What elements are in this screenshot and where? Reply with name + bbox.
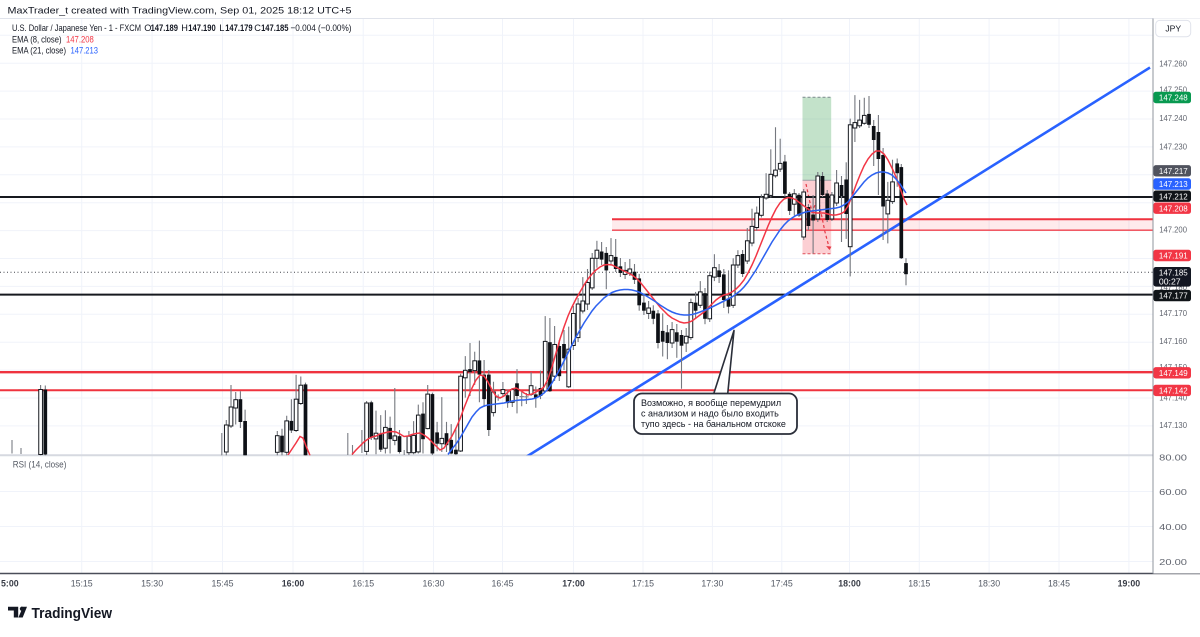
svg-text:17:15: 17:15 — [632, 578, 654, 588]
svg-text:16:30: 16:30 — [422, 578, 444, 588]
svg-text:тупо здесь - на банальном отск: тупо здесь - на банальном отскоке — [641, 419, 786, 429]
svg-text:147.208: 147.208 — [1159, 203, 1188, 213]
svg-text:147.217: 147.217 — [1159, 166, 1188, 176]
svg-text:18:15: 18:15 — [908, 578, 930, 588]
svg-text:EMA (21, close): EMA (21, close) — [12, 46, 66, 56]
svg-text:147.240: 147.240 — [1159, 113, 1187, 123]
svg-text:17:00: 17:00 — [562, 578, 585, 588]
svg-text:15:15: 15:15 — [71, 578, 93, 588]
svg-text:147.170: 147.170 — [1159, 308, 1187, 318]
svg-text:15:45: 15:45 — [211, 578, 233, 588]
svg-text:MaxTrader_t created with Tradi: MaxTrader_t created with TradingView.com… — [8, 6, 352, 17]
svg-text:19:00: 19:00 — [1118, 578, 1141, 588]
svg-text:Возможно, я вообще перемудрил: Возможно, я вообще перемудрил — [641, 398, 781, 408]
svg-text:18:45: 18:45 — [1048, 578, 1070, 588]
svg-text:16:45: 16:45 — [491, 578, 513, 588]
svg-text:40.00: 40.00 — [1159, 522, 1187, 532]
svg-text:147.213: 147.213 — [71, 46, 99, 56]
svg-text:с анализом и надо было входить: с анализом и надо было входить — [641, 409, 779, 419]
svg-text:17:45: 17:45 — [771, 578, 793, 588]
svg-text:16:00: 16:00 — [282, 578, 305, 588]
svg-text:147.230: 147.230 — [1159, 142, 1187, 152]
svg-text:15:30: 15:30 — [141, 578, 163, 588]
svg-text:EMA (8, close): EMA (8, close) — [12, 34, 62, 44]
svg-text:147.142: 147.142 — [1159, 386, 1188, 396]
svg-text:147.160: 147.160 — [1159, 336, 1187, 346]
svg-text:TradingView: TradingView — [32, 606, 113, 622]
svg-text:18:00: 18:00 — [838, 578, 861, 588]
svg-text:147.208: 147.208 — [66, 34, 94, 44]
svg-text:5:00: 5:00 — [1, 578, 19, 588]
svg-text:147.177: 147.177 — [1159, 291, 1188, 301]
svg-text:20.00: 20.00 — [1159, 557, 1187, 567]
svg-text:147.213: 147.213 — [1159, 179, 1188, 189]
svg-text:U.S. Dollar / Japanese Yen - 1: U.S. Dollar / Japanese Yen - 1 - FXCMO14… — [12, 23, 352, 33]
svg-text:147.191: 147.191 — [1159, 251, 1188, 261]
svg-text:60.00: 60.00 — [1159, 487, 1187, 497]
svg-text:147.149: 147.149 — [1159, 368, 1188, 378]
svg-text:17:30: 17:30 — [701, 578, 723, 588]
svg-text:147.260: 147.260 — [1159, 58, 1187, 68]
svg-text:00:27: 00:27 — [1159, 277, 1181, 287]
svg-text:147.200: 147.200 — [1159, 224, 1187, 234]
svg-text:147.248: 147.248 — [1159, 93, 1188, 103]
svg-text:16:15: 16:15 — [352, 578, 374, 588]
svg-text:80.00: 80.00 — [1159, 453, 1187, 463]
svg-text:RSI (14, close): RSI (14, close) — [13, 459, 67, 469]
svg-text:JPY: JPY — [1165, 24, 1181, 34]
svg-text:147.130: 147.130 — [1159, 420, 1187, 430]
svg-text:18:30: 18:30 — [978, 578, 1000, 588]
svg-text:147.212: 147.212 — [1159, 191, 1188, 201]
